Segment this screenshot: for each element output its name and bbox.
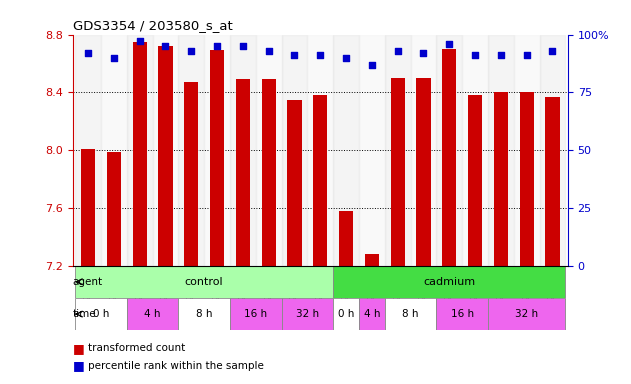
Text: control: control <box>185 277 223 287</box>
Point <box>83 50 93 56</box>
Bar <box>333 35 359 266</box>
Bar <box>307 35 333 266</box>
Point <box>367 61 377 68</box>
Bar <box>339 211 353 266</box>
Text: ■: ■ <box>73 342 85 355</box>
Point <box>134 38 144 45</box>
Point <box>470 52 480 58</box>
Bar <box>359 35 385 266</box>
Bar <box>436 298 488 330</box>
Bar <box>281 35 307 266</box>
Bar <box>281 298 333 330</box>
Text: cadmium: cadmium <box>423 277 475 287</box>
Bar <box>75 35 101 266</box>
Point <box>341 55 351 61</box>
Point <box>522 52 532 58</box>
Bar <box>493 92 508 266</box>
Text: time: time <box>73 309 97 319</box>
Bar <box>488 298 565 330</box>
Bar <box>545 97 560 266</box>
Text: 32 h: 32 h <box>515 309 538 319</box>
Bar <box>81 149 95 266</box>
Bar <box>184 82 198 266</box>
Text: 0 h: 0 h <box>338 309 354 319</box>
Bar <box>127 35 153 266</box>
Bar <box>230 298 281 330</box>
Point <box>290 52 300 58</box>
Bar <box>540 35 565 266</box>
Bar <box>287 99 302 266</box>
Point <box>264 48 274 54</box>
Bar <box>261 79 276 266</box>
Point <box>418 50 428 56</box>
Text: 16 h: 16 h <box>244 309 268 319</box>
Bar <box>333 266 565 298</box>
Bar <box>75 266 333 298</box>
Point <box>392 48 403 54</box>
Bar <box>385 298 436 330</box>
Text: 8 h: 8 h <box>403 309 419 319</box>
Text: percentile rank within the sample: percentile rank within the sample <box>88 361 264 371</box>
Text: 32 h: 32 h <box>296 309 319 319</box>
Bar <box>468 95 482 266</box>
Bar <box>442 49 456 266</box>
Bar <box>365 254 379 266</box>
Bar <box>416 78 430 266</box>
Bar <box>313 95 327 266</box>
Bar <box>153 35 179 266</box>
Bar <box>133 42 147 266</box>
Bar <box>333 298 359 330</box>
Text: agent: agent <box>73 277 103 287</box>
Bar <box>385 35 411 266</box>
Bar <box>179 298 230 330</box>
Text: 8 h: 8 h <box>196 309 213 319</box>
Bar <box>256 35 281 266</box>
Text: transformed count: transformed count <box>88 343 186 353</box>
Point <box>444 41 454 47</box>
Text: 16 h: 16 h <box>451 309 474 319</box>
Text: GDS3354 / 203580_s_at: GDS3354 / 203580_s_at <box>73 19 232 32</box>
Text: ■: ■ <box>73 359 85 372</box>
Point <box>109 55 119 61</box>
Bar <box>127 298 179 330</box>
Bar <box>107 152 121 266</box>
Bar <box>436 35 462 266</box>
Bar <box>101 35 127 266</box>
Text: 0 h: 0 h <box>93 309 109 319</box>
Point <box>160 43 170 49</box>
Bar <box>514 35 540 266</box>
Point <box>315 52 326 58</box>
Point <box>186 48 196 54</box>
Point <box>547 48 557 54</box>
Bar <box>359 298 385 330</box>
Point <box>496 52 506 58</box>
Bar <box>236 79 250 266</box>
Text: 4 h: 4 h <box>144 309 161 319</box>
Point <box>238 43 248 49</box>
Bar <box>75 298 127 330</box>
Bar <box>411 35 436 266</box>
Bar <box>158 46 172 266</box>
Text: 4 h: 4 h <box>363 309 380 319</box>
Bar <box>391 78 404 266</box>
Bar <box>204 35 230 266</box>
Bar <box>210 50 224 266</box>
Bar <box>230 35 256 266</box>
Point <box>212 43 222 49</box>
Bar <box>462 35 488 266</box>
Bar <box>179 35 204 266</box>
Bar <box>519 92 534 266</box>
Bar <box>488 35 514 266</box>
